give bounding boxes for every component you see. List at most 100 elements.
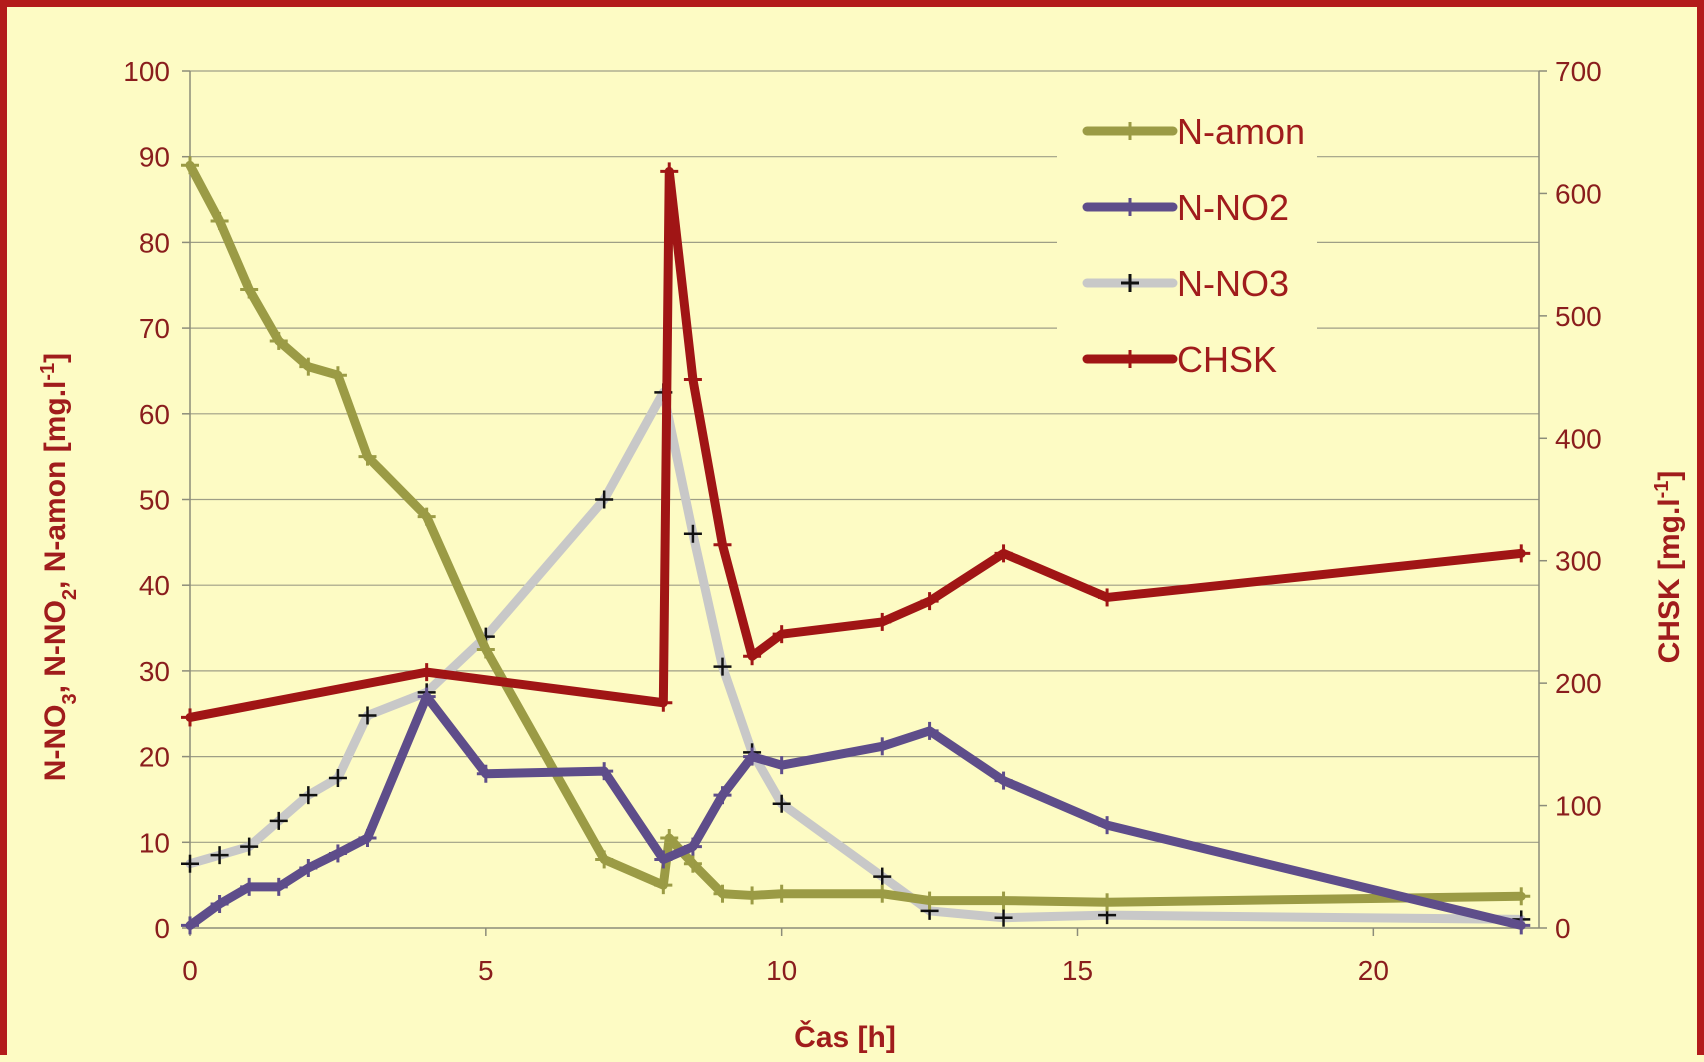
left-y-tick-label: 20 — [139, 742, 170, 773]
x-axis-title: Čas [h] — [794, 1020, 896, 1054]
data-point-n-no3 — [269, 811, 288, 830]
data-point-n-no3 — [210, 846, 229, 865]
legend-label: CHSK — [1177, 339, 1277, 380]
data-point-n-amon — [683, 854, 702, 873]
legend-item-n-no3: N-NO3 — [1082, 263, 1289, 304]
series-line-n-no2 — [185, 692, 1526, 930]
data-point-n-amon — [240, 280, 259, 299]
data-point-n-no2 — [476, 764, 495, 783]
data-point-n-no3 — [994, 908, 1013, 927]
left-y-axis-title: N-NO3, N-NO2, N-amon [mg.l-1] — [37, 353, 81, 781]
data-point-n-no3 — [358, 706, 377, 725]
data-point-n-amon — [328, 366, 347, 385]
data-point-n-amon — [358, 447, 377, 466]
data-point-n-no2 — [1098, 816, 1117, 835]
data-point-chsk — [181, 708, 199, 727]
data-point-chsk — [994, 544, 1013, 563]
data-point-n-amon — [920, 891, 939, 910]
data-point-n-no3 — [240, 837, 259, 856]
data-point-n-amon — [181, 156, 199, 175]
data-point-n-amon — [210, 211, 229, 230]
data-point-n-amon — [269, 331, 288, 350]
data-point-n-no2 — [240, 877, 259, 896]
left-y-tick-label: 30 — [139, 656, 170, 687]
data-point-n-no2 — [920, 721, 939, 740]
data-point-n-amon — [994, 891, 1013, 910]
data-point-n-no3 — [873, 867, 892, 886]
right-y-tick-label: 400 — [1555, 423, 1602, 454]
data-point-n-no3 — [181, 854, 199, 873]
x-tick-label: 5 — [478, 955, 494, 986]
x-tick-label: 10 — [766, 955, 797, 986]
data-point-n-no3 — [772, 794, 791, 813]
data-point-n-amon — [476, 640, 495, 659]
legend: N-amon N-NO2 N-NO3 CHSK — [1057, 87, 1317, 387]
legend-item-n-amon: N-amon — [1082, 111, 1305, 152]
data-point-n-no2 — [181, 916, 199, 935]
data-point-n-amon — [595, 850, 614, 869]
data-point-n-no2 — [743, 747, 762, 766]
data-point-n-no2 — [772, 756, 791, 775]
data-point-chsk — [654, 693, 673, 712]
data-point-n-amon — [713, 884, 732, 903]
right-y-tick-label: 100 — [1555, 791, 1602, 822]
data-point-n-amon — [299, 357, 318, 376]
legend-label: N-amon — [1177, 111, 1305, 152]
right-y-tick-label: 0 — [1555, 913, 1571, 944]
series-lines — [181, 156, 1531, 935]
gridlines — [190, 70, 1539, 843]
data-point-chsk — [1098, 588, 1117, 607]
data-point-n-amon — [743, 886, 762, 905]
left-y-tick-label: 70 — [139, 313, 170, 344]
data-point-n-amon — [417, 507, 436, 526]
data-point-n-amon — [1098, 893, 1117, 912]
left-y-tick-label: 0 — [154, 913, 170, 944]
left-y-tick-label: 10 — [139, 827, 170, 858]
data-point-n-no2 — [328, 844, 347, 863]
data-point-n-no2 — [210, 895, 229, 914]
x-tick-label: 20 — [1358, 955, 1389, 986]
legend-item-chsk: CHSK — [1082, 339, 1277, 380]
data-point-n-no3 — [299, 786, 318, 805]
data-point-n-no2 — [299, 859, 318, 878]
data-point-n-amon — [654, 876, 673, 895]
left-y-tick-labels: 0 10 20 30 40 50 60 70 80 90 100 — [123, 56, 170, 944]
legend-item-n-no2: N-NO2 — [1082, 187, 1289, 228]
data-point-n-no2 — [713, 786, 732, 805]
data-point-n-no2 — [873, 737, 892, 756]
data-point-n-no2 — [595, 762, 614, 781]
data-point-n-no2 — [358, 829, 377, 848]
right-y-axis-title: CHSK [mg.l-1] — [1651, 471, 1686, 664]
left-y-tick-label: 50 — [139, 485, 170, 516]
legend-label: N-NO2 — [1177, 187, 1289, 228]
x-tick-label: 0 — [182, 955, 198, 986]
data-point-chsk — [873, 612, 892, 631]
x-tick-label: 15 — [1062, 955, 1093, 986]
right-y-tick-label: 200 — [1555, 668, 1602, 699]
data-point-n-no2 — [417, 687, 436, 706]
data-point-chsk — [920, 592, 939, 611]
left-y-tick-label: 60 — [139, 399, 170, 430]
legend-background — [1057, 87, 1317, 387]
right-y-tick-label: 700 — [1555, 56, 1602, 87]
data-point-n-no2 — [994, 771, 1013, 790]
data-point-n-no2 — [1512, 916, 1531, 935]
data-point-n-amon — [1512, 887, 1531, 906]
series-line-n-no3 — [185, 387, 1526, 924]
data-point-chsk — [743, 647, 762, 666]
right-y-tick-label: 500 — [1555, 301, 1602, 332]
data-point-n-no2 — [269, 877, 288, 896]
data-point-n-no3 — [713, 657, 732, 676]
data-point-n-no3 — [595, 490, 614, 509]
data-point-n-amon — [772, 884, 791, 903]
legend-label: N-NO3 — [1177, 263, 1289, 304]
data-point-n-amon — [660, 829, 679, 848]
axes — [182, 70, 1547, 936]
right-y-tick-label: 600 — [1555, 178, 1602, 209]
data-point-n-no2 — [683, 837, 702, 856]
data-point-chsk — [417, 663, 436, 682]
left-y-tick-label: 100 — [123, 56, 170, 87]
left-y-tick-label: 40 — [139, 570, 170, 601]
data-point-n-amon — [873, 884, 892, 903]
